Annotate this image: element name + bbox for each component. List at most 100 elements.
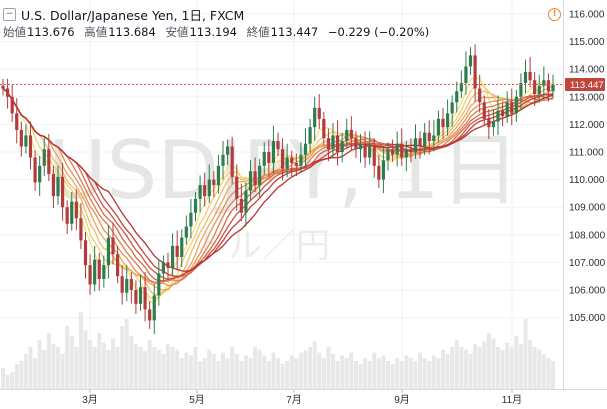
candle-body [33,157,37,183]
volume-bar [436,358,441,389]
volume-bar [230,347,235,389]
volume-bar [106,349,111,389]
x-tick-label: 9月 [394,394,410,406]
last-price-label: 113.447 [565,77,605,91]
candle-body [212,179,216,186]
volume-bar [74,347,79,389]
candle-body [161,262,166,274]
candle-body [340,140,344,152]
candle-body [317,107,321,119]
volume-bar [129,335,134,389]
volume-bar [532,347,537,389]
candle-body [423,132,427,147]
candle-body [290,157,294,164]
candle-body [427,132,431,141]
candle-body [235,176,239,199]
candle-body [372,146,376,166]
volume-bar [69,335,74,389]
candle-body [175,245,179,257]
change-value: −0.229 (−0.20%) [327,25,430,39]
volume-bar [546,358,551,389]
candle-body [349,129,353,139]
candle-body [409,149,413,152]
candle-body [111,237,115,255]
ma-line [2,83,554,299]
y-tick-label: 111.000 [569,148,604,159]
volume-bar [358,363,363,389]
volume-bar [88,340,93,389]
volume-bar [92,347,97,389]
candle-body [19,129,23,147]
volume-bar [496,347,500,389]
volume-bar [253,347,258,389]
candle-body [28,135,33,158]
volume-bar [46,333,51,389]
volume-bar [202,358,207,389]
volume-bar [473,344,478,389]
candle-body [267,152,271,164]
candle-body [377,165,381,180]
candle-body [193,198,198,213]
y-tick-label: 109.000 [569,203,606,214]
y-tick-label: 116.000 [569,10,605,21]
candle-body [551,84,555,92]
candle-body [455,91,459,103]
candle-body [505,102,509,117]
candle-body [445,113,450,128]
volume-bar [28,347,33,389]
volume-bar [147,340,152,389]
volume-bar [468,354,473,389]
volume-bar [262,355,267,389]
candle-body [115,254,120,277]
volume-bar [459,347,464,389]
candle-body [294,163,298,166]
candle-body [138,287,143,304]
volume-bars [1,312,555,389]
volume-bar [234,354,239,389]
volume-bar [514,335,519,389]
candle-body [386,149,390,161]
candle-body [166,262,170,268]
candle-body [79,218,83,241]
candle-body [418,138,422,147]
warning-icon[interactable]: ! [548,8,561,21]
candle-body [487,118,491,128]
volume-bar [390,363,395,389]
time-axis[interactable]: 3月 5月 7月 9月 11月 [82,389,522,406]
volume-bar [248,358,253,389]
candle-body [313,107,317,128]
volume-bar [445,354,450,389]
volume-bar [363,358,368,389]
ma-line [2,88,554,283]
volume-bar [179,358,184,389]
candle-body [395,143,399,155]
volume-bar [42,349,47,389]
volume-bar [188,355,193,389]
minus-box-icon[interactable]: − [3,7,16,21]
candle-body [134,290,138,304]
candle-body [5,88,10,97]
y-tick-label: 114.000 [569,65,605,76]
candle-body [280,149,285,169]
candle-body [500,110,505,117]
candle-body [125,278,129,293]
candle-body [514,96,518,114]
candle-body [106,237,111,266]
volume-bar [418,352,423,389]
volume-bar [344,358,349,389]
volume-bar [477,347,482,389]
candle-body [381,160,386,180]
candle-body [546,80,551,92]
candle-body [322,118,326,139]
candle-body [491,121,496,128]
candle-body [152,295,156,321]
volume-bar [372,352,377,389]
candle-body [97,259,101,279]
volume-bar [33,358,38,389]
volume-bar [463,349,468,389]
candle-body [248,171,253,191]
candle-body [83,240,88,266]
volume-bar [14,363,19,389]
price-axis[interactable]: 116.000 115.000 114.000 113.000 112.000 111.0… [569,10,606,325]
